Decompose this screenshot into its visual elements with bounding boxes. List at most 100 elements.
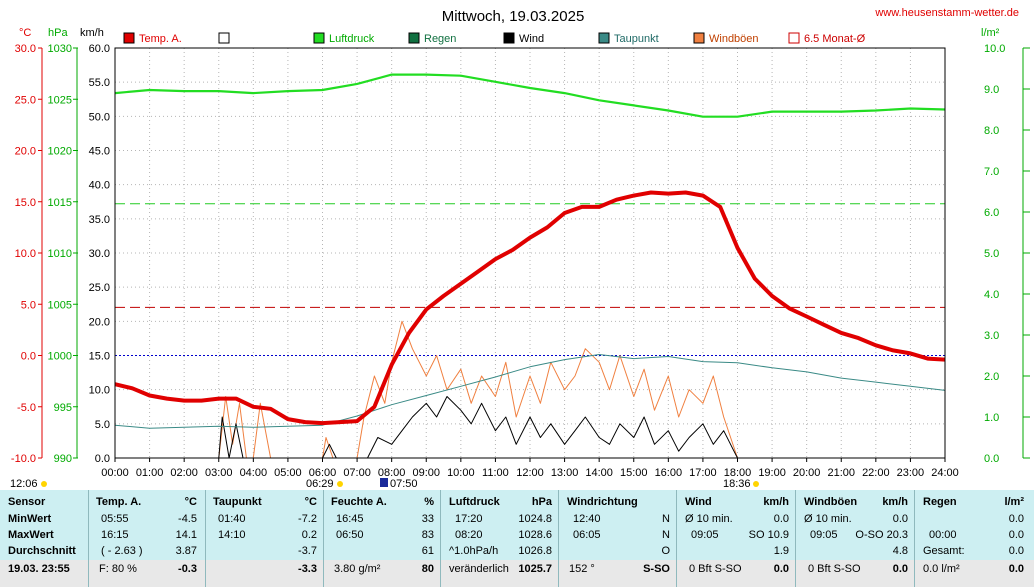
wind-tick-label: 0.0	[95, 453, 110, 465]
wind-tick-label: 30.0	[89, 248, 110, 260]
hum-unit: %	[424, 496, 434, 508]
wind-min-value: 0.0	[773, 513, 789, 525]
dew-current-value: -3.3	[298, 563, 317, 575]
pressure-tick-label: 1020	[48, 146, 72, 158]
gust-unit: km/h	[882, 496, 908, 508]
x-tick-label: 17:00	[689, 467, 717, 479]
legend-label: Regen	[424, 33, 456, 45]
x-tick-label: 23:00	[897, 467, 925, 479]
x-tick-label: 00:00	[101, 467, 129, 479]
legend-swatch	[503, 32, 515, 44]
wind-tick-label: 25.0	[89, 282, 110, 294]
wind-tick-label: 60.0	[89, 43, 110, 55]
legend-label: Wind	[519, 33, 544, 45]
rain-tick-label: 1.0	[984, 412, 999, 424]
stats-col-dewpoint: Taupunkt °C 01:40 -7.2 14:10 0.2 -3.7 -3.3	[205, 490, 323, 587]
stats-col-pressure: Luftdruck hPa 17:20 1024.8 08:20 1028.6 ^1.…	[440, 490, 558, 587]
dir-header: Windrichtung	[567, 496, 638, 508]
gust-header: Windböen	[804, 496, 858, 508]
sunset-icon	[753, 481, 759, 487]
temp-avg-value: 3.87	[175, 545, 197, 557]
x-tick-label: 16:00	[655, 467, 683, 479]
x-tick-label: 08:00	[378, 467, 406, 479]
rain-current-note: 0.0 l/m²	[923, 563, 960, 575]
hum-min-value: 33	[421, 513, 434, 525]
temp-tick-label: 20.0	[15, 146, 36, 158]
temp-tick-label: 30.0	[15, 43, 36, 55]
gust-max-time: 09:05	[810, 529, 838, 541]
rain-unit-label: l/m²	[981, 27, 1000, 39]
rain-max-time: 00:00	[929, 529, 957, 541]
x-tick-label: 11:00	[482, 467, 509, 479]
pressure-tick-label: 1015	[48, 197, 72, 209]
chart-grid	[115, 48, 945, 458]
dir-current-value: S-SO	[643, 563, 670, 575]
stats-col-wind: Wind km/h Ø 10 min. 0.0 09:05 SO 10.9 1.9 0…	[676, 490, 795, 587]
temp-unit: °C	[184, 496, 197, 508]
wind-tick-label: 35.0	[89, 214, 110, 226]
sun-marks: 12:06 06:29 07:50 18:36	[10, 478, 759, 490]
pres-unit: hPa	[531, 496, 552, 508]
legend-swatch	[693, 32, 705, 44]
dir-min-time: 12:40	[573, 513, 601, 525]
rain-tick-label: 4.0	[984, 289, 999, 301]
x-tick-label: 02:00	[170, 467, 198, 479]
pressure-unit-label: hPa	[48, 27, 68, 39]
sun-mark-icon	[380, 478, 388, 487]
gust-min-note: Ø 10 min.	[804, 513, 852, 525]
x-tick-label: 09:00	[412, 467, 440, 479]
wind-tick-label: 40.0	[89, 180, 110, 192]
stats-col-humidity: Feuchte A.% 16:45 33 06:50 83 61 3.80 g/m²…	[323, 490, 440, 587]
temp-tick-label: -5.0	[17, 402, 36, 414]
hum-avg-value: 61	[421, 545, 434, 557]
rain-min-value: 0.0	[1008, 513, 1024, 525]
hum-current-note: 3.80 g/m²	[334, 563, 381, 575]
rain-tick-label: 2.0	[984, 371, 999, 383]
x-tick-label: 14:00	[585, 467, 613, 479]
wind-unit-label: km/h	[80, 27, 104, 39]
rain-total-value: 0.0	[1008, 545, 1024, 557]
pressure-tick-label: 990	[54, 453, 72, 465]
x-tick-label: 21:00	[827, 467, 855, 479]
hum-max-value: 83	[421, 529, 434, 541]
rain-tick-label: 10.0	[984, 43, 1005, 55]
sun-start-label: 12:06	[10, 478, 38, 490]
pres-min-time: 17:20	[455, 513, 483, 525]
temp-tick-label: 5.0	[21, 299, 36, 311]
hum-max-time: 06:50	[336, 529, 364, 541]
sunrise-icon	[337, 481, 343, 487]
sensor-header: Sensor	[8, 496, 46, 508]
x-tick-label: 04:00	[240, 467, 268, 479]
legend-swatch	[598, 32, 610, 44]
wind-header: Wind	[685, 496, 712, 508]
dew-unit: °C	[304, 496, 317, 508]
series-line	[114, 73, 946, 118]
dew-max-time: 14:10	[218, 529, 246, 541]
wind-current-value: 0.0	[773, 563, 789, 575]
pressure-tick-label: 1025	[48, 94, 72, 106]
gust-min-value: 0.0	[892, 513, 908, 525]
rain-tick-label: 5.0	[984, 248, 999, 260]
legend-swatch	[218, 32, 230, 44]
x-tick-label: 06:00	[309, 467, 337, 479]
row-label-avg: Durchschnitt	[8, 545, 76, 557]
wind-current-bft: 0 Bft S-SO	[689, 563, 742, 575]
rain-tick-label: 9.0	[984, 84, 999, 96]
wind-tick-label: 50.0	[89, 111, 110, 123]
pressure-tick-label: 1005	[48, 299, 72, 311]
x-tick-label: 18:00	[724, 467, 752, 479]
chart-legend: Temp. A. Luftdruck Regen Wind Taupunkt Windbö…	[123, 32, 866, 45]
pres-min-value: 1024.8	[518, 513, 552, 525]
rain-max-value: 0.0	[1008, 529, 1024, 541]
hum-current-value: 80	[421, 563, 434, 575]
rain-tick-label: 6.0	[984, 207, 999, 219]
stats-col-temp: Temp. A. °C 05:55 -4.5 16:15 14.1 ( - 2.63 …	[88, 490, 205, 587]
wind-tick-label: 15.0	[89, 351, 110, 363]
dew-min-time: 01:40	[218, 513, 246, 525]
reference-lines	[115, 203, 945, 356]
rain-tick-label: 7.0	[984, 166, 999, 178]
pressure-tick-label: 1010	[48, 248, 72, 260]
temp-min-value: -4.5	[178, 513, 197, 525]
legend-swatch	[408, 32, 420, 44]
dir-current-degree: 152 °	[569, 563, 595, 575]
